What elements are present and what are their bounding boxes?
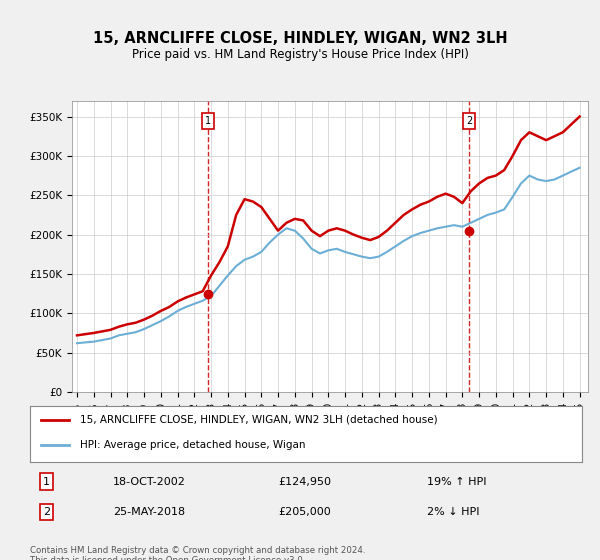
Text: 19% ↑ HPI: 19% ↑ HPI [427,477,487,487]
Text: 15, ARNCLIFFE CLOSE, HINDLEY, WIGAN, WN2 3LH (detached house): 15, ARNCLIFFE CLOSE, HINDLEY, WIGAN, WN2… [80,415,437,425]
Text: 2: 2 [43,507,50,517]
Text: HPI: Average price, detached house, Wigan: HPI: Average price, detached house, Wiga… [80,440,305,450]
Text: 15, ARNCLIFFE CLOSE, HINDLEY, WIGAN, WN2 3LH: 15, ARNCLIFFE CLOSE, HINDLEY, WIGAN, WN2… [92,31,508,46]
Text: 2% ↓ HPI: 2% ↓ HPI [427,507,480,517]
Text: 1: 1 [205,116,211,126]
Text: Contains HM Land Registry data © Crown copyright and database right 2024.
This d: Contains HM Land Registry data © Crown c… [30,546,365,560]
Text: 25-MAY-2018: 25-MAY-2018 [113,507,185,517]
Text: Price paid vs. HM Land Registry's House Price Index (HPI): Price paid vs. HM Land Registry's House … [131,48,469,60]
Text: 2: 2 [466,116,472,126]
Text: £124,950: £124,950 [278,477,331,487]
Text: 1: 1 [43,477,50,487]
Text: 18-OCT-2002: 18-OCT-2002 [113,477,185,487]
Text: £205,000: £205,000 [278,507,331,517]
